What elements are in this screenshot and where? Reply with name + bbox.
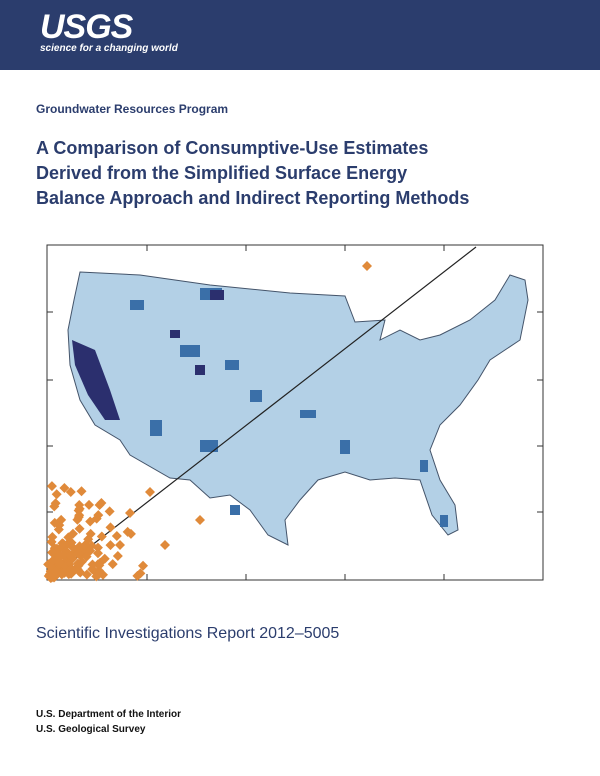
diamond: [79, 540, 90, 551]
logo: USGS science for a changing world: [40, 8, 178, 54]
diamond: [50, 498, 61, 509]
diamond: [84, 499, 95, 510]
diamond: [125, 508, 135, 518]
diamond: [53, 524, 64, 535]
footer-line: U.S. Department of the Interior: [36, 709, 182, 720]
footer-line: U.S. Geological Survey: [36, 724, 146, 735]
cover-figure: [43, 244, 544, 583]
diamond: [362, 261, 372, 271]
diamond: [135, 568, 146, 579]
diamond: [112, 550, 123, 561]
series-line: Scientific Investigations Report 2012–50…: [36, 625, 340, 642]
diamond: [96, 498, 107, 509]
diamond: [49, 517, 60, 528]
diamond: [125, 528, 136, 539]
title-line: Derived from the Simplified Surface Ener…: [36, 163, 408, 183]
diamond: [107, 559, 118, 570]
diamond: [92, 542, 103, 553]
diamond: [92, 548, 103, 559]
diamond: [59, 483, 70, 494]
diamond: [46, 536, 57, 547]
diamond: [48, 555, 59, 566]
diamond: [145, 487, 155, 497]
diamond: [115, 540, 125, 550]
map-patches: [130, 288, 448, 527]
diamond: [111, 531, 122, 542]
diamond: [50, 566, 61, 577]
diamond: [92, 559, 103, 570]
diamond: [87, 559, 98, 570]
map-dark-patches: [72, 290, 224, 420]
frame-ticks: [47, 245, 543, 580]
diamond: [69, 564, 80, 575]
diamond: [138, 560, 149, 571]
title-line: Balance Approach and Indirect Reporting …: [36, 188, 470, 208]
diamond: [76, 486, 87, 497]
diamond: [72, 514, 83, 525]
tagline: science for a changing world: [40, 43, 178, 54]
header-band: USGS science for a changing world: [0, 0, 600, 70]
diamond: [66, 551, 77, 562]
title-line: A Comparison of Consumptive-Use Estimate…: [36, 138, 429, 158]
diamond: [46, 481, 57, 492]
diamond: [74, 503, 85, 514]
diamond: [104, 506, 115, 517]
diamond: [85, 528, 96, 539]
diamond: [65, 487, 76, 498]
diamond: [99, 553, 110, 564]
diamond: [105, 522, 116, 533]
diamond: [51, 489, 62, 500]
diagonal-line: [46, 246, 477, 581]
diamond: [160, 540, 170, 550]
logo-text: USGS: [40, 8, 133, 46]
diamond: [81, 551, 92, 562]
diamond: [73, 548, 84, 559]
us-map: [67, 271, 529, 546]
diamond: [63, 532, 74, 543]
diamond: [58, 538, 69, 549]
diamond: [94, 569, 105, 580]
diamond: [91, 513, 102, 524]
footer: U.S. Department of the Interior U.S. Geo…: [36, 707, 181, 737]
program: Groundwater Resources Program: [36, 102, 229, 116]
title: A Comparison of Consumptive-Use Estimate…: [36, 136, 469, 211]
diamond: [74, 523, 85, 534]
scatter-diamonds: [43, 261, 372, 583]
diamond: [47, 547, 58, 558]
diamond: [195, 515, 205, 525]
diamond: [96, 531, 107, 542]
diamond: [105, 540, 116, 551]
